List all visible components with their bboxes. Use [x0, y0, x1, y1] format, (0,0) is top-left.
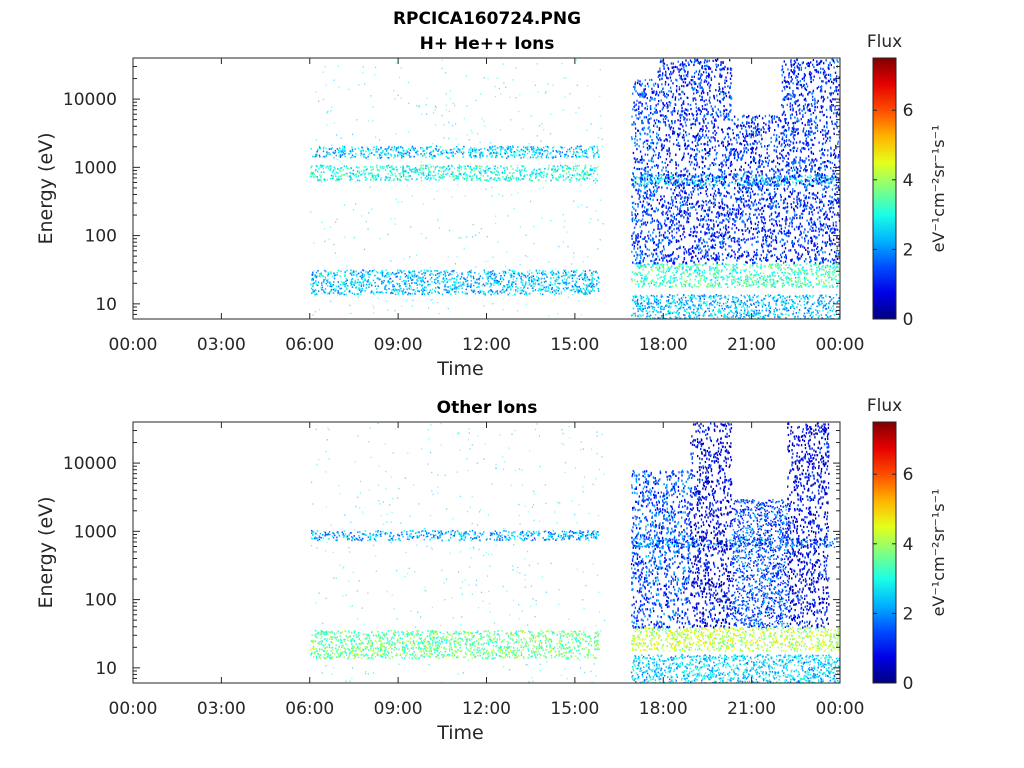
colorbar-tick-label: 6 [903, 101, 914, 121]
colorbar-tick-label: 4 [903, 171, 914, 191]
colorbar-tick-label: 6 [903, 465, 914, 485]
colorbar [873, 58, 896, 319]
x-tick-label: 09:00 [374, 699, 423, 719]
x-tick-label: 00:00 [109, 699, 158, 719]
y-axis-label: Energy (eV) [35, 132, 57, 244]
x-tick-label: 21:00 [727, 699, 776, 719]
x-tick-label: 09:00 [374, 335, 423, 355]
colorbar-tick-label: 2 [903, 240, 914, 260]
colorbar-unit-label: eV⁻¹cm⁻²sr⁻¹s⁻¹ [929, 489, 948, 617]
y-tick-label: 1000 [74, 158, 117, 178]
x-tick-label: 06:00 [285, 335, 334, 355]
colorbar-tick-label: 4 [903, 535, 914, 555]
x-tick-label: 00:00 [816, 699, 865, 719]
y-tick-label: 1000 [74, 522, 117, 542]
x-tick-label: 18:00 [639, 335, 688, 355]
colorbar-tick-label: 0 [903, 674, 914, 694]
y-tick-label: 100 [85, 591, 117, 611]
x-tick-label: 00:00 [109, 335, 158, 355]
x-tick-label: 12:00 [462, 699, 511, 719]
x-axis-label: Time [436, 722, 484, 744]
x-tick-label: 15:00 [550, 699, 599, 719]
x-tick-label: 15:00 [550, 335, 599, 355]
y-tick-label: 10000 [63, 90, 117, 110]
y-tick-label: 100 [85, 227, 117, 247]
x-tick-label: 21:00 [727, 335, 776, 355]
colorbar-tick-label: 2 [903, 604, 914, 624]
y-tick-label: 10000 [63, 454, 117, 474]
x-tick-label: 06:00 [285, 699, 334, 719]
x-tick-label: 03:00 [197, 699, 246, 719]
panel-other-ions: Other Ions 00:00 03:00 06:00 09:00 12:00 15:00… [35, 396, 948, 744]
panel-title: H+ He++ Ions [420, 34, 555, 54]
y-tick-label: 10 [95, 659, 117, 679]
colorbar-unit-label: eV⁻¹cm⁻²sr⁻¹s⁻¹ [929, 125, 948, 253]
x-tick-label: 03:00 [197, 335, 246, 355]
colorbar [873, 422, 896, 683]
x-tick-label: 00:00 [816, 335, 865, 355]
x-tick-label: 12:00 [462, 335, 511, 355]
figure-title: RPCICA160724.PNG [393, 9, 581, 29]
y-axis-label: Energy (eV) [35, 496, 57, 608]
panel-title: Other Ions [437, 398, 538, 418]
colorbar-title: Flux [867, 32, 902, 52]
colorbar-title: Flux [867, 396, 902, 416]
colorbar-tick-label: 0 [903, 310, 914, 330]
x-axis-label: Time [436, 358, 484, 380]
x-tick-label: 18:00 [639, 699, 688, 719]
panel-h-he-ions: H+ He++ Ions 00:00 03:00 06:00 09:00 12:00 15:… [35, 32, 948, 380]
spectrogram-figure: RPCICA160724.PNG H+ He++ Ions 00:00 03:00 0… [0, 0, 1024, 768]
y-tick-label: 10 [95, 295, 117, 315]
